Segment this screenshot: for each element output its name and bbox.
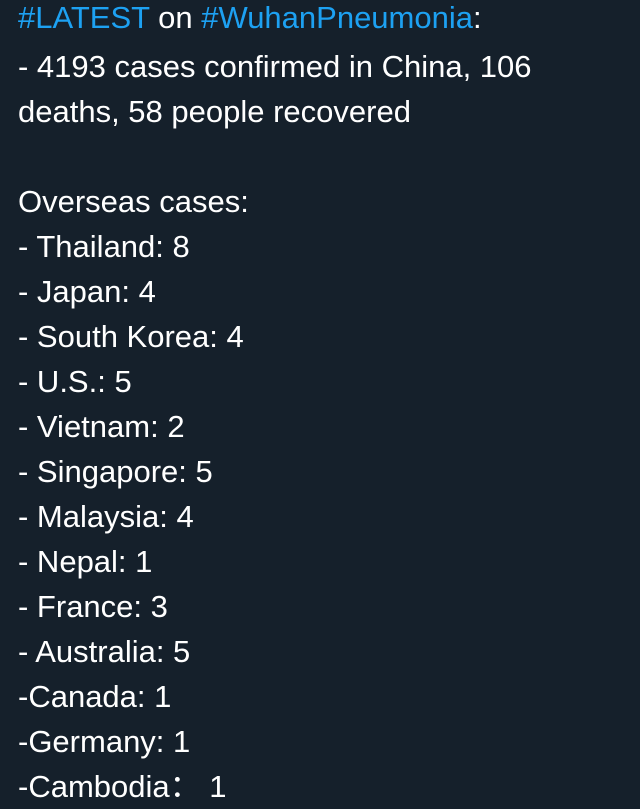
list-item-canada: -Canada: 1 xyxy=(18,679,172,714)
blank-line xyxy=(18,134,628,179)
list-item-malaysia: - Malaysia: 4 xyxy=(18,499,194,534)
hashtag-latest-link[interactable]: #LATEST xyxy=(18,0,150,35)
list-item-nepal: - Nepal: 1 xyxy=(18,544,153,579)
list-item-thailand: - Thailand: 8 xyxy=(18,229,190,264)
tweet-headline: #LATEST on #WuhanPneumonia: xyxy=(18,0,628,40)
list-item-vietnam: - Vietnam: 2 xyxy=(18,409,185,444)
hashtag-topic-link[interactable]: #WuhanPneumonia xyxy=(201,0,473,35)
overseas-list: - Thailand: 8 - Japan: 4 - South Korea: … xyxy=(18,224,628,809)
list-item-us: - U.S.: 5 xyxy=(18,364,132,399)
list-item-germany: -Germany: 1 xyxy=(18,724,191,759)
stats-line-2: deaths, 58 people recovered xyxy=(18,94,411,129)
headline-on-text: on xyxy=(149,0,202,35)
list-item-south-korea: - South Korea: 4 xyxy=(18,319,244,354)
tweet-body: #LATEST on #WuhanPneumonia: - 4193 cases… xyxy=(18,0,628,809)
stats-line-1: - 4193 cases confirmed in China, 106 xyxy=(18,49,532,84)
headline-colon: : xyxy=(472,0,482,35)
china-stats: - 4193 cases confirmed in China, 106 dea… xyxy=(18,44,628,134)
overseas-heading: Overseas cases: xyxy=(18,184,249,219)
list-item-singapore: - Singapore: 5 xyxy=(18,454,213,489)
list-item-japan: - Japan: 4 xyxy=(18,274,156,309)
list-item-cambodia: -Cambodia： 1 xyxy=(18,769,227,804)
list-item-france: - France: 3 xyxy=(18,589,168,624)
list-item-australia: - Australia: 5 xyxy=(18,634,191,669)
